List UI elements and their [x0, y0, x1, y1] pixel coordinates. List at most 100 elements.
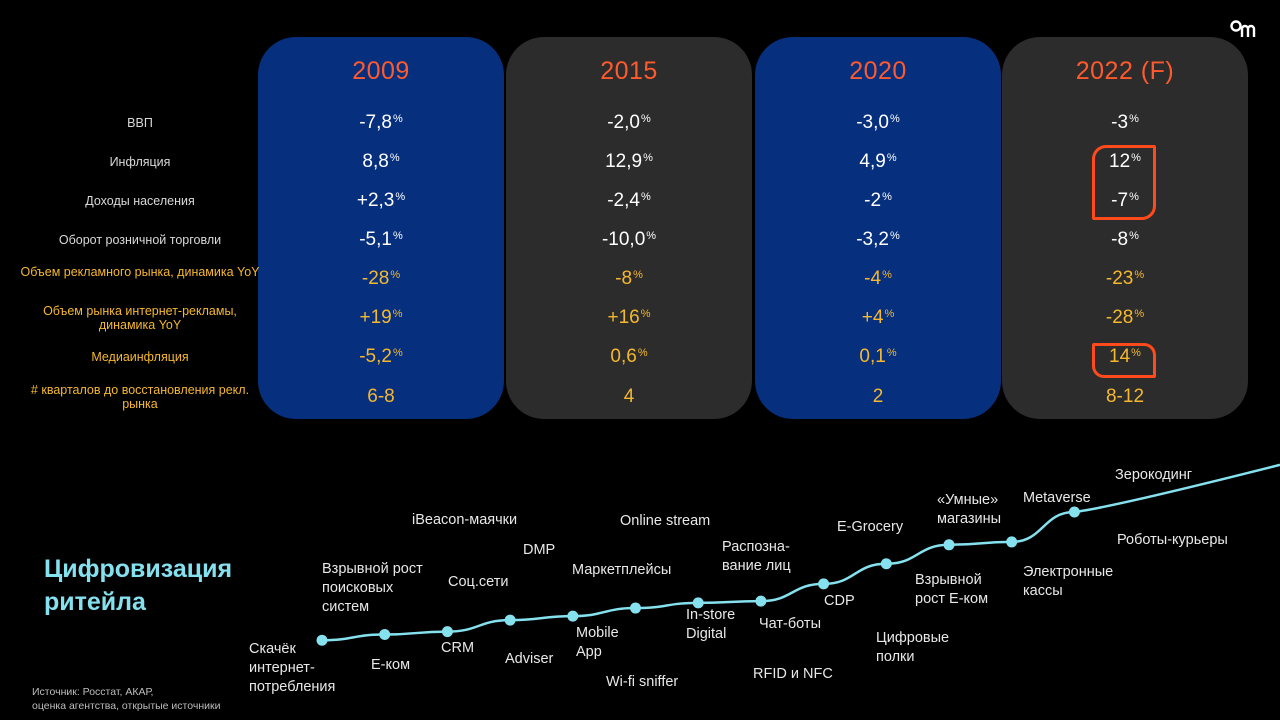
table-cell: -5,1% — [258, 229, 504, 251]
cell-value: 0,1 — [859, 346, 886, 367]
cell-unit: % — [882, 191, 892, 203]
table-cell: 0,1% — [755, 346, 1001, 368]
cell-value: -2,4 — [607, 190, 640, 211]
cell-unit: % — [633, 269, 643, 281]
timeline-label: Электронные кассы — [1023, 564, 1114, 599]
cell-unit: % — [646, 230, 657, 242]
cell-value: 8-12 — [1105, 386, 1145, 407]
cell-unit: % — [640, 308, 651, 320]
timeline-point — [880, 558, 892, 570]
cell-unit: % — [884, 308, 895, 320]
timeline-label: DMP — [523, 542, 556, 558]
table-cell: 4 — [506, 386, 752, 408]
cell-value: +4 — [861, 307, 884, 328]
table-cell: -2,0% — [506, 112, 752, 134]
timeline-label: Зерокодинг — [1115, 467, 1193, 483]
cell-unit: % — [640, 191, 651, 203]
cell-value: -8 — [1111, 229, 1129, 250]
cell-value: -3,2 — [856, 229, 889, 250]
table-cell: -2,4% — [506, 190, 752, 212]
timeline-point — [630, 602, 641, 614]
table-cell: -4% — [755, 268, 1001, 290]
year-header: 2015 — [600, 57, 658, 85]
table-cell: 4,9% — [755, 151, 1001, 173]
cell-value: 14 — [1109, 346, 1131, 367]
timeline-point — [755, 595, 767, 607]
timeline-point — [692, 597, 704, 609]
cell-value: -2 — [864, 190, 882, 211]
cell-value: +16 — [607, 307, 640, 328]
cell-value: -3,0 — [856, 112, 889, 133]
timeline-point — [316, 634, 328, 646]
cell-value: -4 — [864, 268, 882, 289]
timeline-label: iBeacon-маячки — [412, 512, 518, 528]
cell-value: 12 — [1109, 151, 1131, 172]
cell-value: -10,0 — [601, 229, 646, 250]
timeline-point — [1006, 536, 1018, 548]
cell-value: -7,8 — [359, 112, 392, 133]
timeline-label: Wi-fi sniffer — [606, 674, 679, 690]
cell-unit: % — [1131, 152, 1141, 164]
cell-value: 4 — [623, 386, 635, 407]
cell-value: -28 — [361, 268, 390, 289]
timeline-label: Цифровые полки — [876, 630, 950, 665]
timeline-label: Роботы-курьеры — [1117, 532, 1228, 548]
cell-value: -5,1 — [359, 229, 392, 250]
cell-unit: % — [1134, 269, 1145, 281]
timeline-label: Маркетплейсы — [572, 562, 672, 578]
cell-unit: % — [1131, 347, 1141, 359]
column-panel-2022 — [1002, 37, 1248, 419]
timeline-label: CRM — [441, 640, 475, 656]
cell-unit: % — [637, 347, 648, 359]
table-cell: 2 — [755, 386, 1001, 408]
timeline-label: Распозна-вание лиц — [722, 539, 791, 574]
cell-unit: % — [395, 191, 406, 203]
table-cell: +19% — [258, 307, 504, 329]
timeline-point — [567, 610, 579, 622]
cell-value: -3 — [1111, 112, 1129, 133]
table-cell: +2,3% — [258, 190, 504, 212]
timeline-label: E-ком — [371, 657, 411, 673]
source-note: Источник: Росстат, АКАР, оценка агентств… — [32, 685, 220, 713]
brand-logo — [1230, 20, 1258, 45]
cell-value: 4,9 — [859, 151, 886, 172]
timeline-label: In-store Digital — [686, 607, 736, 642]
cell-unit: % — [889, 230, 900, 242]
cell-unit: % — [889, 113, 900, 125]
row-label: Объем рекламного рынка, динамика YoY — [20, 265, 260, 279]
timeline-label: Скачёк интернет-потребления — [249, 641, 336, 695]
table-cell: -2% — [755, 190, 1001, 212]
cell-unit: % — [392, 308, 403, 320]
cell-unit: % — [886, 152, 897, 164]
table-cell: -3,0% — [755, 112, 1001, 134]
timeline-label: Чат-боты — [759, 616, 821, 632]
table-cell: -7% — [1002, 190, 1248, 212]
cell-value: +19 — [359, 307, 392, 328]
table-cell: -5,2% — [258, 346, 504, 368]
cell-value: -8 — [615, 268, 633, 289]
timeline-label: CDP — [824, 593, 855, 609]
cell-unit: % — [389, 152, 400, 164]
table-cell: -7,8% — [258, 112, 504, 134]
timeline-label: Взрывной рост поисковых систем — [322, 561, 423, 615]
cell-unit: % — [392, 347, 403, 359]
table-cell: 6-8 — [258, 386, 504, 408]
cell-unit: % — [392, 230, 403, 242]
table-cell: -3% — [1002, 112, 1248, 134]
cell-value: -2,0 — [607, 112, 640, 133]
timeline-label: Metaverse — [1023, 490, 1091, 506]
cell-unit: % — [390, 269, 401, 281]
timeline-point — [818, 578, 830, 590]
cell-value: 6-8 — [367, 386, 395, 407]
timeline-point — [504, 614, 516, 626]
table-cell: -10,0% — [506, 229, 752, 251]
year-header: 2009 — [352, 57, 410, 85]
cell-value: -28 — [1105, 307, 1134, 328]
column-panel-2015 — [506, 37, 752, 419]
row-label: Оборот розничной торговли — [58, 233, 222, 247]
column-panel-2020 — [755, 37, 1001, 419]
timeline-label: Online stream — [620, 513, 711, 529]
year-header: 2022 (F) — [1075, 57, 1175, 85]
table-cell: 0,6% — [506, 346, 752, 368]
table-cell: -28% — [1002, 307, 1248, 329]
